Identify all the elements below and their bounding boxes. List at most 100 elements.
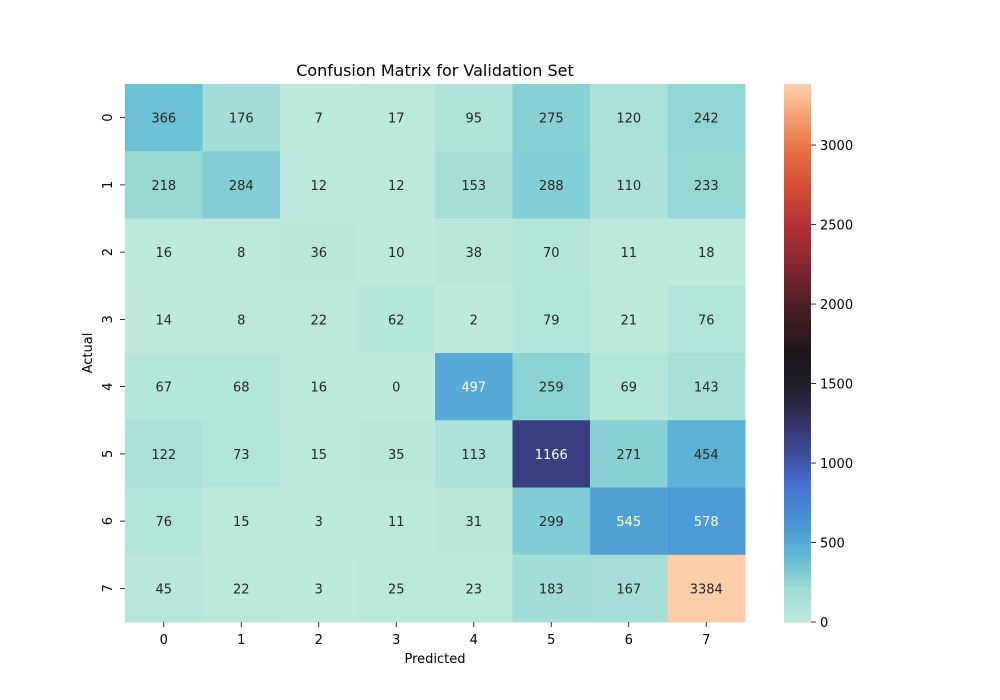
cell-value-label: 62 <box>388 313 405 328</box>
colorbar-segment <box>784 500 811 505</box>
colorbar-segment <box>784 379 811 384</box>
heatmap-cell <box>667 420 746 488</box>
heatmap-cell <box>667 487 746 556</box>
colorbar-segment <box>784 562 811 567</box>
heatmap-cell <box>590 285 668 354</box>
cell-value-label: 95 <box>465 112 482 127</box>
colorbar-segment <box>784 288 811 292</box>
cell-value-label: 45 <box>155 582 172 597</box>
cell-value-label: 3384 <box>690 582 723 597</box>
heatmap-cell <box>435 353 513 421</box>
cell-value-label: 25 <box>388 582 405 597</box>
heatmap-cell <box>435 84 513 152</box>
cell-value-label: 15 <box>233 515 250 530</box>
colorbar-segment <box>784 245 811 249</box>
heatmap-cell <box>202 151 281 219</box>
cell-value-label: 299 <box>539 515 564 530</box>
colorbar-segment <box>784 460 811 464</box>
colorbar-segment <box>784 183 811 187</box>
colorbar-segment <box>784 205 811 209</box>
chart-title: Confusion Matrix for Validation Set <box>296 61 574 80</box>
heatmap-cell <box>512 353 591 421</box>
colorbar-segment <box>784 431 811 435</box>
colorbar-segment <box>784 503 811 507</box>
colorbar-segment <box>784 261 811 265</box>
colorbar-segment <box>784 484 811 489</box>
y-axis-label: Actual <box>81 333 96 374</box>
heatmap-cell <box>202 218 281 287</box>
heatmap-cell <box>590 218 668 287</box>
colorbar-tick-label: 3000 <box>820 139 853 154</box>
y-axis-ticks: 0 1 2 3 4 5 6 7 <box>101 113 125 593</box>
colorbar-segment <box>784 546 811 550</box>
colorbar-segment <box>784 221 811 225</box>
colorbar-segment <box>784 471 811 475</box>
colorbar-segment <box>784 234 811 238</box>
heatmap-cell <box>125 285 203 354</box>
colorbar-segment <box>784 229 811 233</box>
heatmap-cell <box>357 151 436 219</box>
colorbar-segment <box>784 277 811 281</box>
colorbar-segment <box>784 543 811 548</box>
colorbar-segment <box>784 390 811 394</box>
heatmap-cell <box>202 353 281 421</box>
cell-value-label: 79 <box>543 313 560 328</box>
colorbar-segment <box>784 318 811 322</box>
colorbar-segment <box>784 237 811 241</box>
colorbar-segment <box>784 291 811 295</box>
colorbar-segment <box>784 592 811 596</box>
cell-value-label: 67 <box>155 381 172 396</box>
cell-value-label: 275 <box>539 112 564 127</box>
cell-value-label: 12 <box>388 179 405 194</box>
colorbar-segment <box>784 565 811 569</box>
colorbar-segment <box>784 94 811 99</box>
colorbar-segment <box>784 148 811 152</box>
colorbar-segment <box>784 97 811 101</box>
colorbar-segment <box>784 92 811 96</box>
cell-value-label: 113 <box>461 448 486 463</box>
colorbar-segment <box>784 167 811 171</box>
heatmap-cell <box>125 554 203 623</box>
colorbar-segment <box>784 482 811 486</box>
colorbar-segment <box>784 573 811 577</box>
colorbar-segment <box>784 266 811 271</box>
heatmap-cell <box>667 353 746 421</box>
colorbar-segment <box>784 474 811 478</box>
colorbar-segment <box>784 172 811 177</box>
cell-value-label: 36 <box>310 246 327 261</box>
colorbar-segment <box>784 369 811 373</box>
colorbar-segment <box>784 444 811 448</box>
colorbar-segment <box>784 597 811 602</box>
colorbar-segment <box>784 355 811 359</box>
colorbar-segment <box>784 258 811 263</box>
colorbar-segment <box>784 398 811 403</box>
colorbar-segment <box>784 331 811 335</box>
colorbar-segment <box>784 560 811 564</box>
x-tick-label: 4 <box>470 633 478 648</box>
colorbar-segment <box>784 309 811 314</box>
colorbar-segment <box>784 191 811 195</box>
colorbar-segment <box>784 476 811 481</box>
cell-value-label: 8 <box>237 246 245 261</box>
colorbar-segment <box>784 137 811 142</box>
colorbar-segment <box>784 162 811 166</box>
heatmap-cell <box>357 487 436 556</box>
colorbar-segment <box>784 326 811 330</box>
colorbar-segment <box>784 530 811 534</box>
colorbar-segment <box>784 371 811 376</box>
colorbar-segment <box>784 323 811 327</box>
colorbar-segment <box>784 124 811 128</box>
cell-value-label: 35 <box>388 448 405 463</box>
colorbar-segment <box>784 552 811 556</box>
colorbar-segment <box>784 272 811 276</box>
cell-value-label: 242 <box>694 112 719 127</box>
colorbar-segment <box>784 366 811 370</box>
cell-value-label: 218 <box>151 179 176 194</box>
cell-value-label: 153 <box>461 179 486 194</box>
colorbar-segment <box>784 535 811 540</box>
colorbar-tick-label: 0 <box>820 616 828 631</box>
colorbar-segment <box>784 581 811 585</box>
cell-value-label: 11 <box>620 246 637 261</box>
colorbar-segment <box>784 188 811 193</box>
